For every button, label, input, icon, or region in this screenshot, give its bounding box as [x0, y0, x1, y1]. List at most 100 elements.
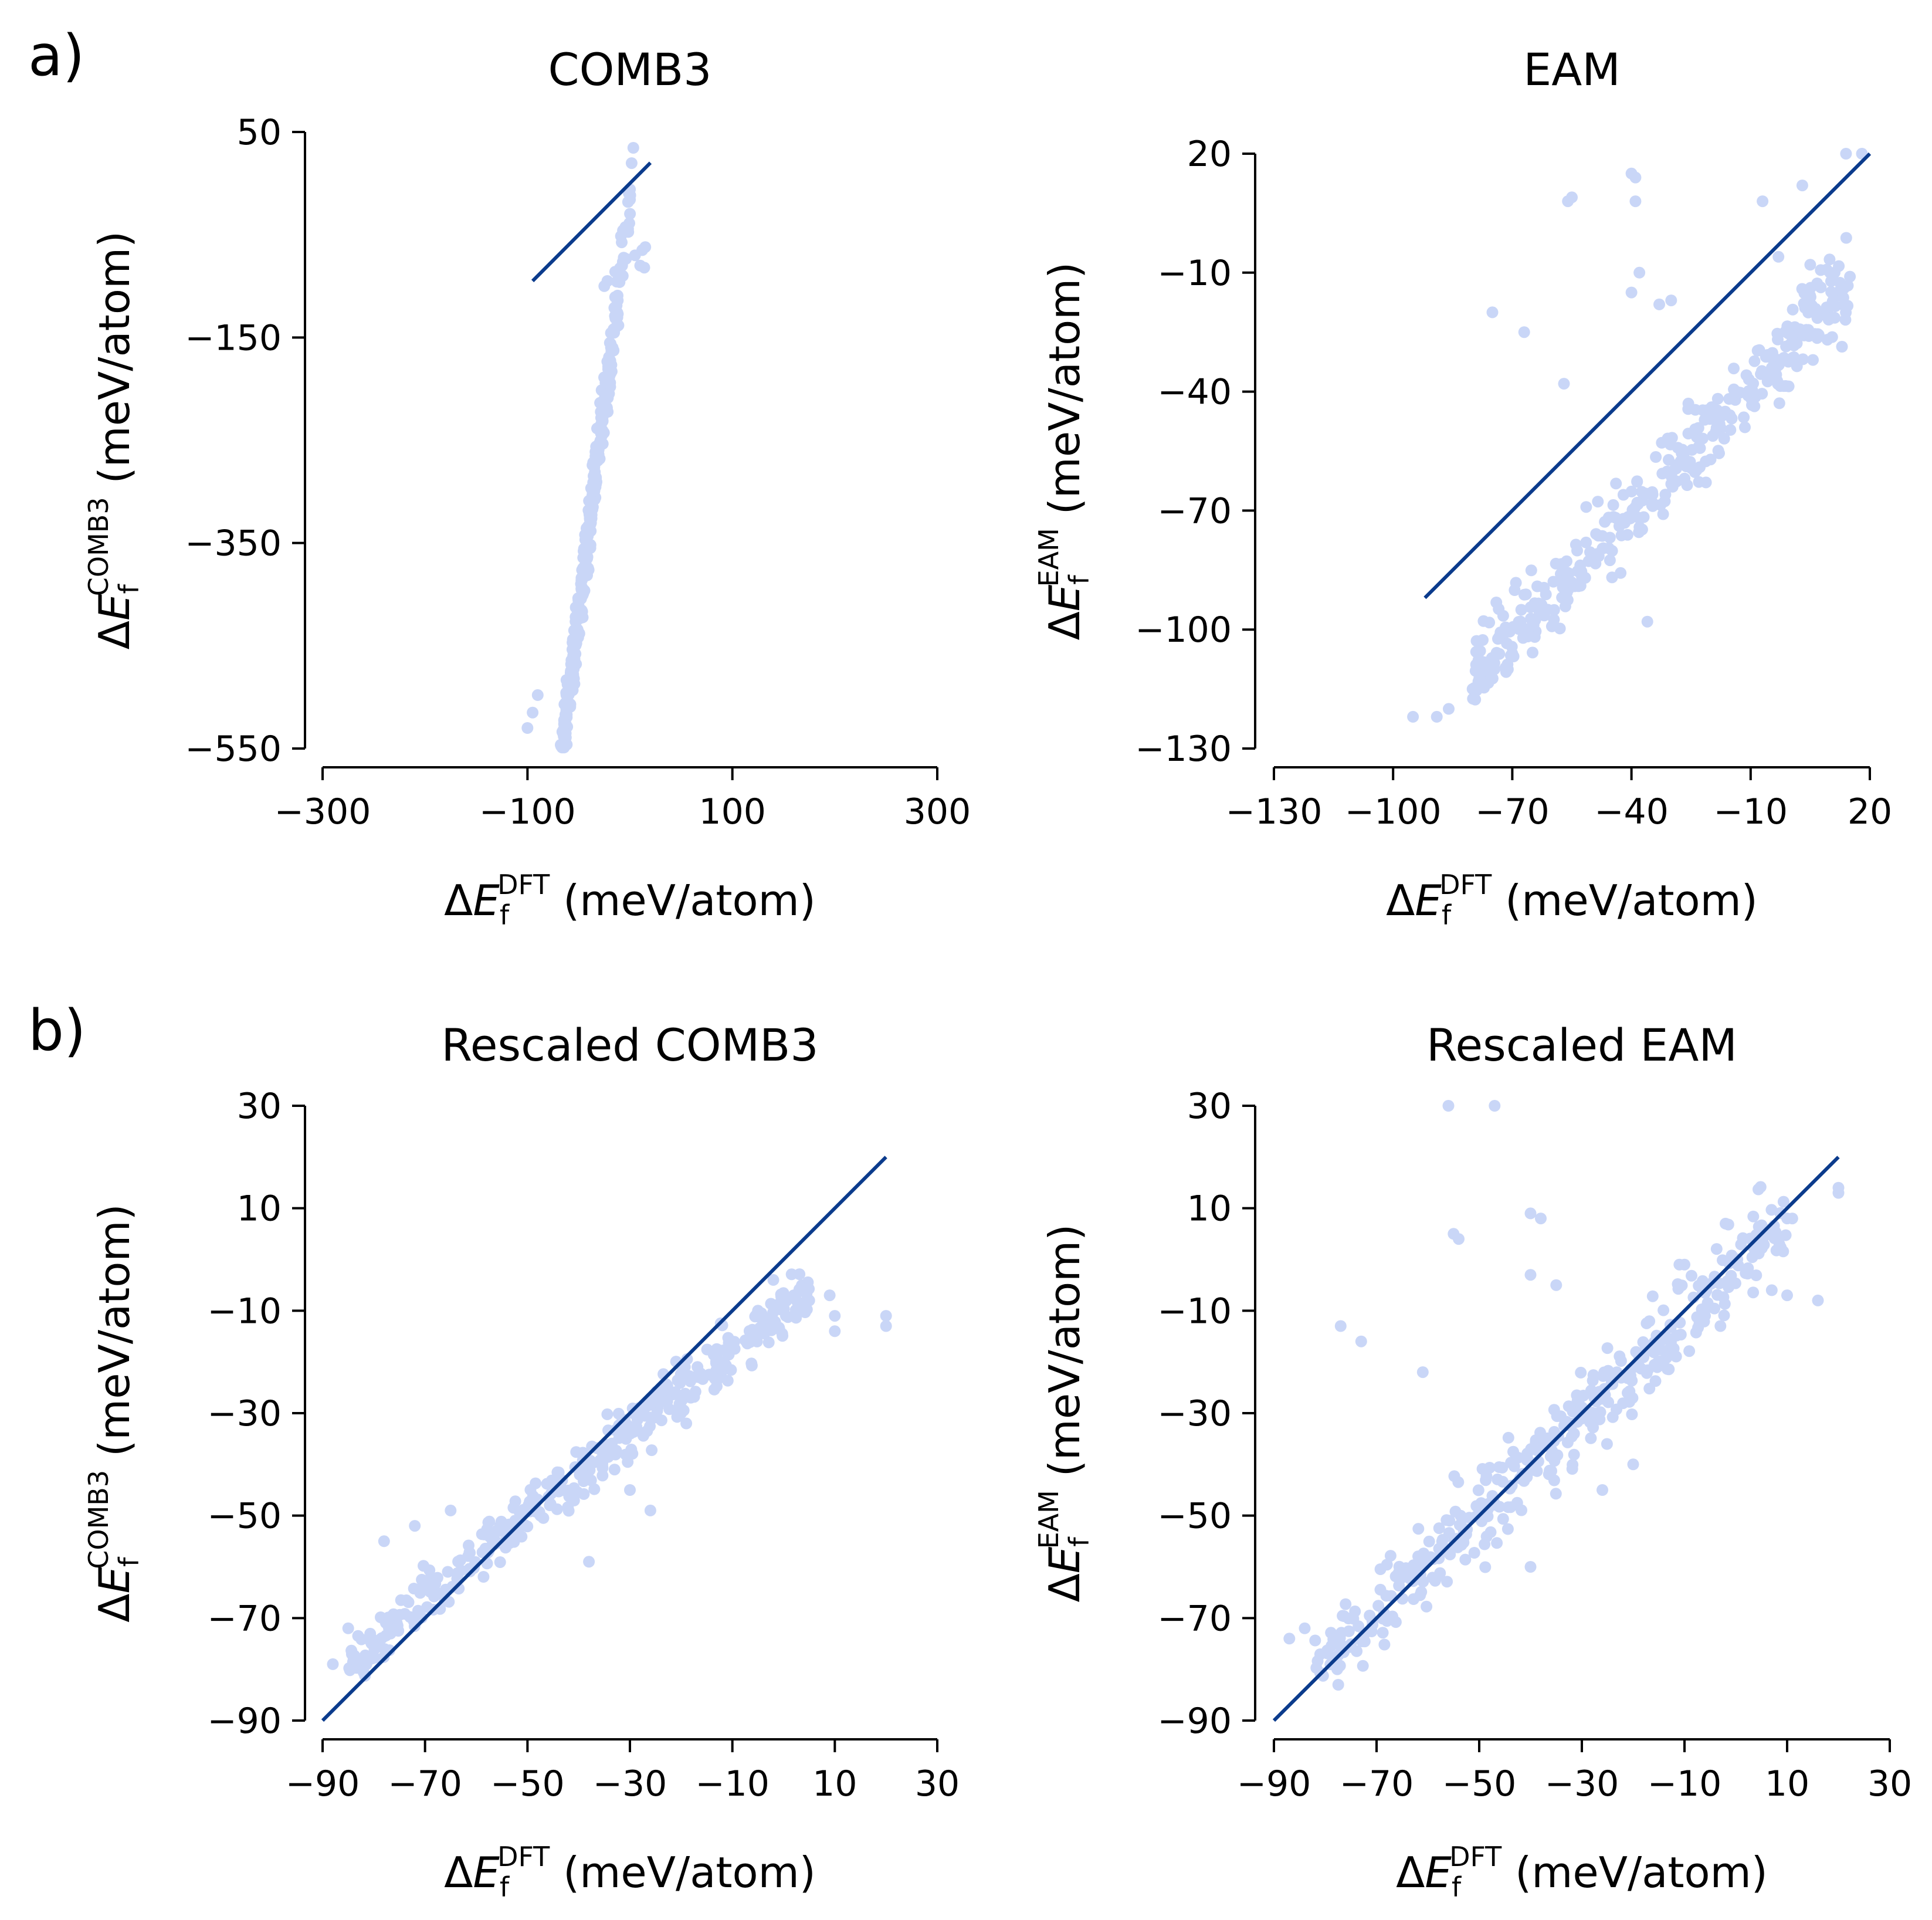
data-point — [1681, 479, 1693, 491]
y-tick-label: 50 — [237, 112, 282, 153]
data-point — [568, 642, 579, 653]
data-point — [1365, 1626, 1378, 1637]
data-point — [376, 1632, 388, 1644]
data-point — [1781, 1289, 1793, 1302]
data-point — [603, 388, 615, 400]
data-point — [752, 1305, 764, 1317]
data-point — [558, 741, 570, 754]
data-point — [424, 1586, 436, 1598]
data-point — [1607, 499, 1619, 511]
data-point — [1601, 1438, 1613, 1450]
x-axis-label: ΔEfDFT (meV/atom) — [444, 869, 816, 931]
data-point — [1384, 1550, 1397, 1562]
data-point — [1421, 1600, 1433, 1613]
data-point — [748, 1331, 760, 1343]
data-point — [1562, 195, 1574, 208]
data-point — [1625, 485, 1638, 497]
data-point — [1829, 311, 1841, 324]
scatter-points — [327, 1268, 892, 1682]
data-point — [655, 1414, 667, 1427]
data-point — [1575, 1366, 1587, 1379]
data-point — [1407, 710, 1419, 723]
y-tick-label: −90 — [1157, 1701, 1232, 1742]
data-point — [638, 262, 650, 274]
data-point — [1836, 341, 1848, 353]
scatter-points — [521, 142, 652, 754]
data-point — [484, 1530, 496, 1543]
x-tick-label: −50 — [490, 1763, 565, 1804]
data-point — [1507, 651, 1520, 662]
data-point — [1604, 554, 1616, 567]
data-point — [717, 1360, 730, 1372]
data-point — [1557, 581, 1569, 594]
data-point — [1525, 564, 1537, 577]
data-point — [1747, 1210, 1760, 1223]
data-point — [1771, 375, 1784, 387]
data-point — [378, 1535, 390, 1547]
chart-title: EAM — [1523, 43, 1621, 96]
data-point — [1782, 380, 1795, 392]
data-point — [399, 1608, 411, 1620]
data-point — [1714, 1320, 1727, 1332]
x-tick-label: 30 — [915, 1763, 960, 1804]
data-point — [661, 1380, 673, 1392]
identity-line — [1423, 152, 1872, 600]
data-point — [794, 1268, 806, 1281]
data-point — [423, 1564, 436, 1576]
x-tick-label: −70 — [1340, 1763, 1414, 1804]
data-point — [529, 1499, 541, 1511]
data-point — [1474, 668, 1486, 680]
data-point — [497, 1536, 509, 1549]
data-point — [1504, 1501, 1517, 1513]
data-point — [1309, 1634, 1321, 1647]
data-point — [1745, 392, 1757, 405]
scatter-points — [1283, 1100, 1845, 1691]
data-point — [1812, 328, 1824, 340]
data-point — [1635, 1363, 1647, 1375]
data-point — [1565, 1431, 1578, 1442]
data-point — [1650, 451, 1662, 463]
x-tick-label: −70 — [388, 1763, 462, 1804]
data-point — [414, 1587, 426, 1599]
data-point — [1501, 1523, 1514, 1535]
data-point — [680, 1417, 693, 1430]
data-point — [560, 708, 571, 720]
data-point — [1325, 1627, 1337, 1639]
data-point — [1693, 476, 1705, 488]
data-point — [601, 1408, 614, 1420]
y-axis-label: ΔEfCOMB3 (meV/atom) — [83, 231, 145, 649]
y-tick-label: −30 — [207, 1393, 282, 1434]
y-axis-label: ΔEfEAM (meV/atom) — [1033, 262, 1095, 641]
data-point — [1448, 1470, 1460, 1482]
data-point — [1660, 1352, 1673, 1364]
data-point — [1486, 652, 1498, 664]
data-point — [477, 1571, 490, 1583]
data-point — [1311, 1655, 1324, 1667]
data-point — [562, 1505, 575, 1517]
data-point — [1455, 1518, 1467, 1530]
data-point — [1663, 1363, 1675, 1376]
data-point — [1629, 195, 1642, 208]
data-point — [1535, 1213, 1547, 1225]
data-point — [721, 1374, 734, 1387]
data-point — [650, 1396, 662, 1408]
data-point — [767, 1313, 779, 1326]
data-point — [1840, 232, 1852, 244]
data-point — [1840, 148, 1852, 160]
data-point — [1580, 501, 1592, 513]
data-point — [1625, 286, 1638, 299]
data-point — [619, 1448, 632, 1461]
data-point — [445, 1504, 457, 1516]
data-point — [1712, 445, 1724, 457]
data-point — [646, 1444, 658, 1457]
data-point — [1331, 1663, 1343, 1675]
y-tick-label: −50 — [207, 1496, 282, 1537]
data-point — [788, 1289, 800, 1302]
data-point — [1839, 314, 1852, 326]
data-point — [604, 337, 616, 349]
data-point — [1710, 425, 1722, 438]
data-point — [1448, 1228, 1460, 1240]
data-point — [1561, 566, 1573, 578]
data-point — [578, 1488, 590, 1500]
data-point — [1646, 499, 1658, 512]
